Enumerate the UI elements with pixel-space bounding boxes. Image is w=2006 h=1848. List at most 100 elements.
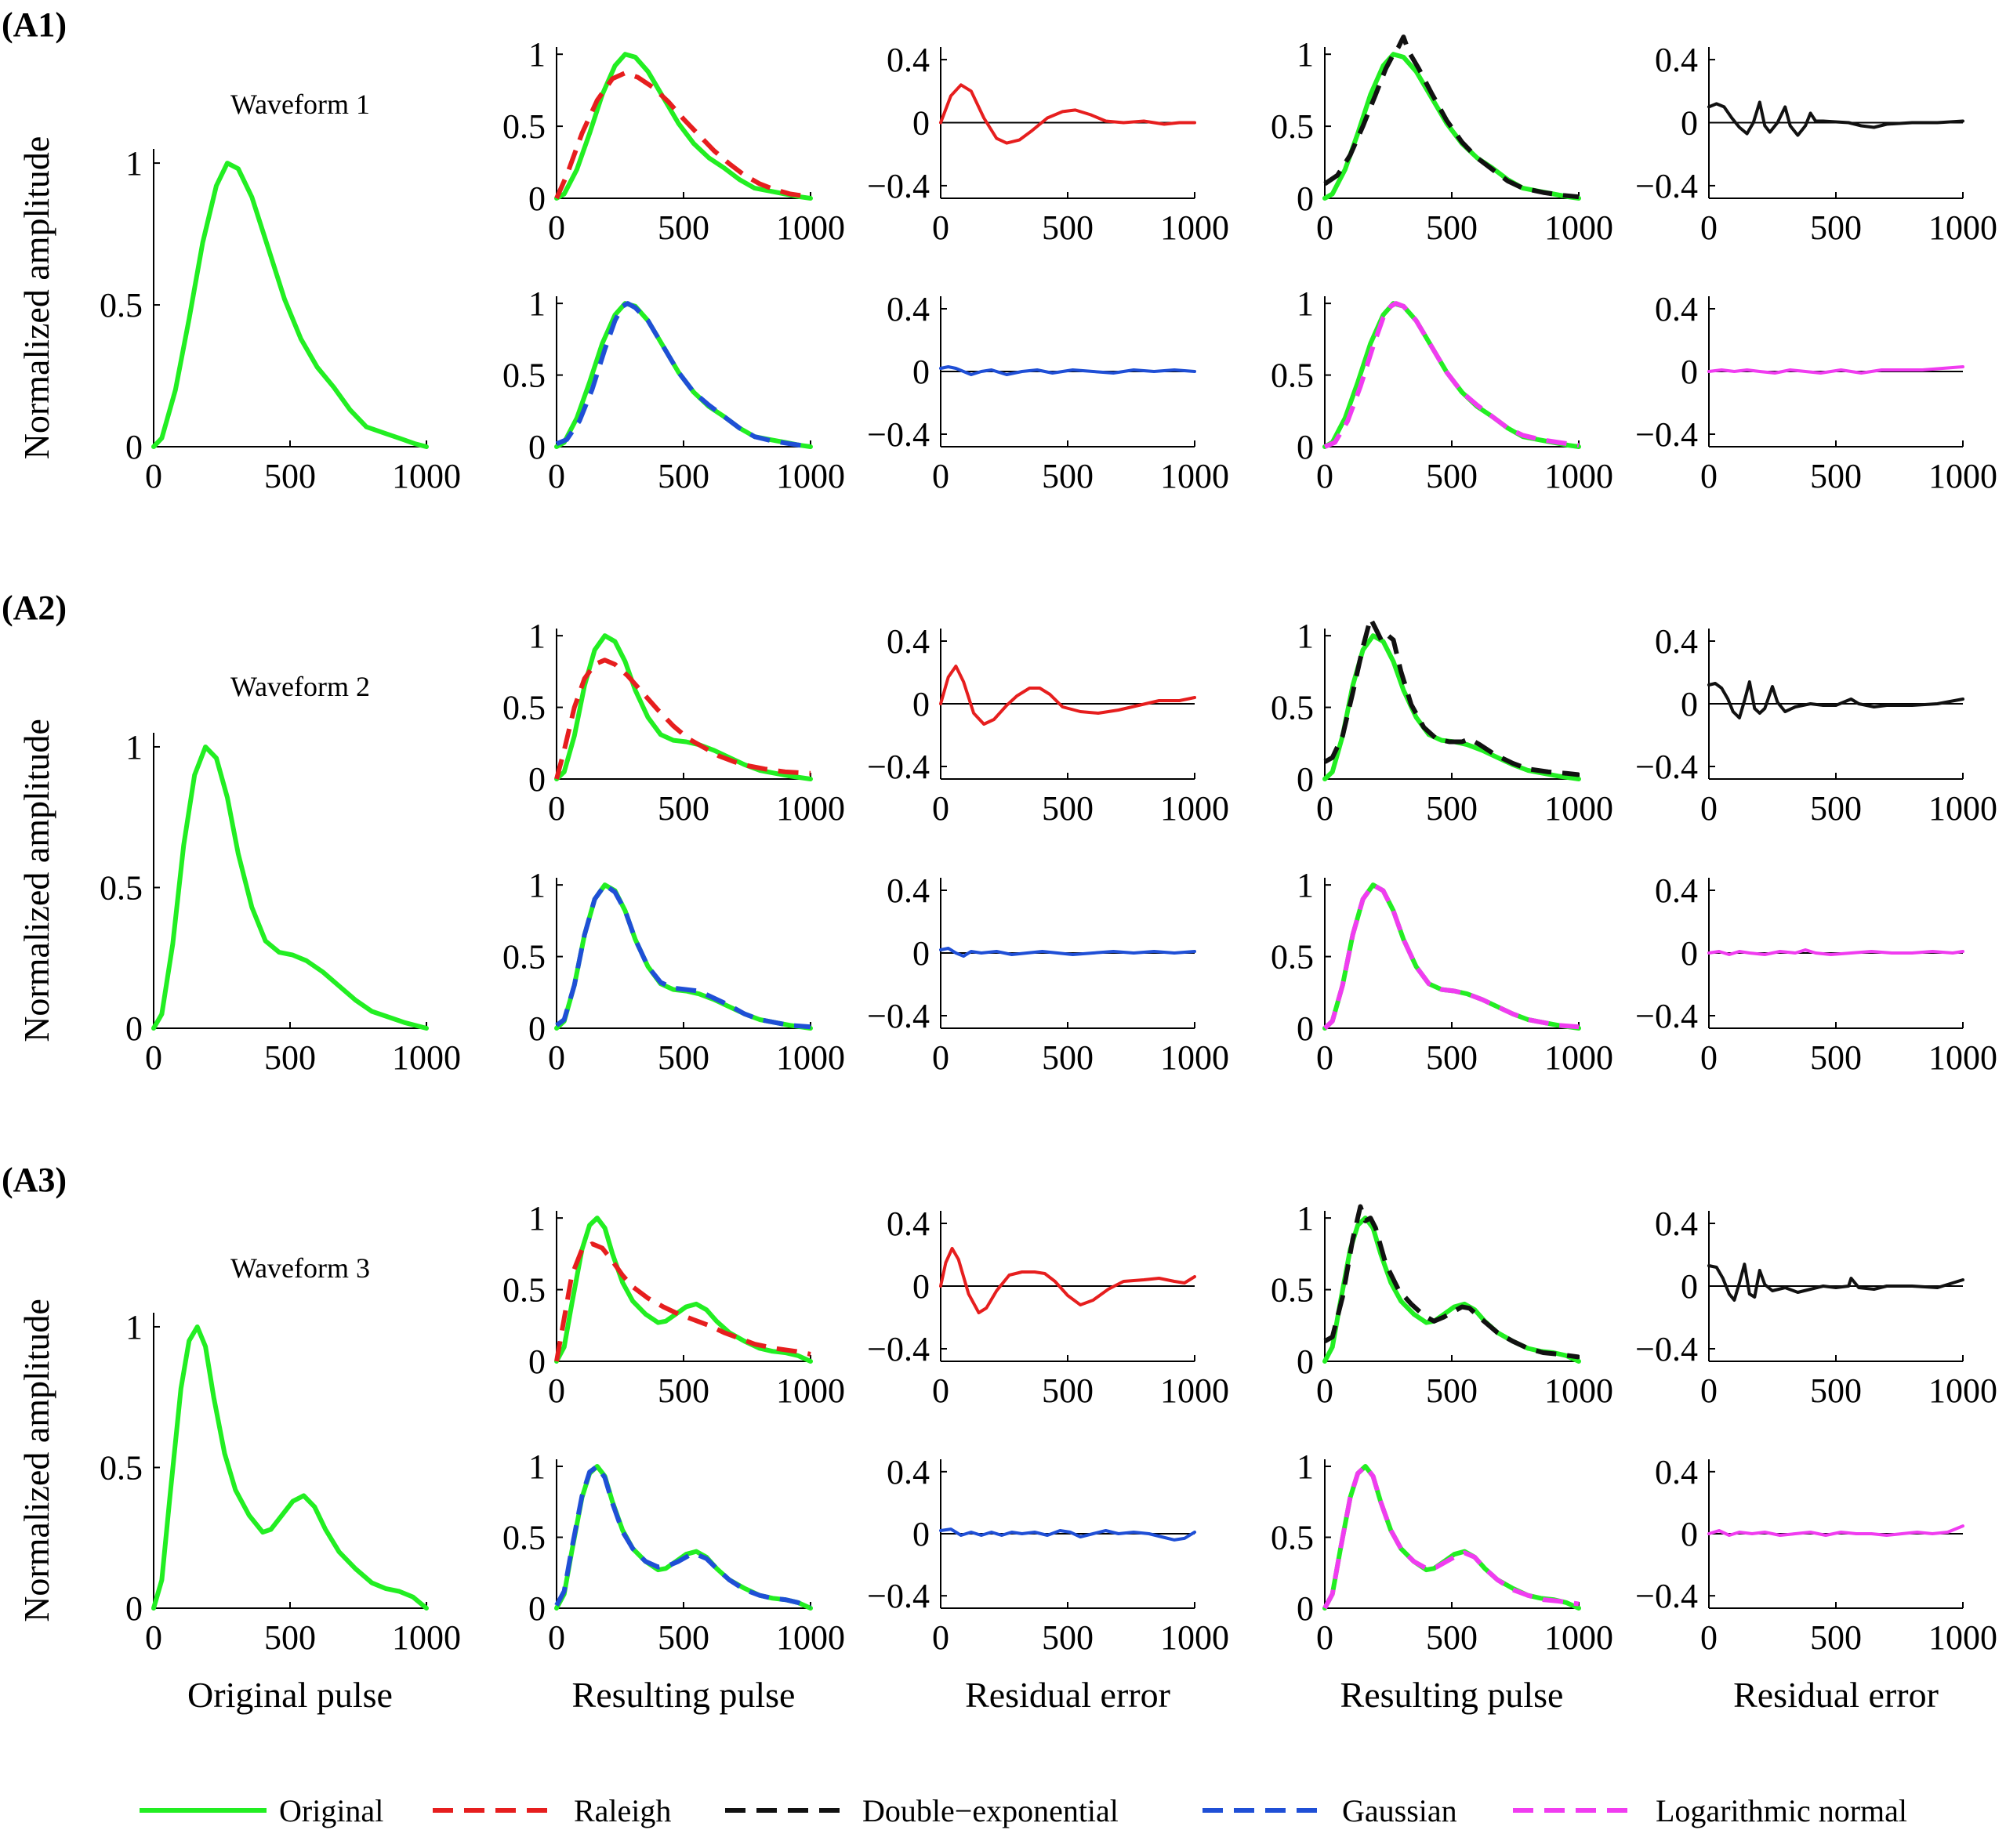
y-tick-label: 0	[1297, 760, 1314, 799]
x-tick-label: 500	[658, 1372, 709, 1410]
y-tick-label: −0.4	[1635, 1577, 1698, 1615]
x-tick-label: 500	[264, 1618, 316, 1657]
y-tick-label: 0	[528, 428, 546, 466]
x-tick-label: 0	[548, 208, 565, 247]
y-tick-label: 1	[528, 284, 546, 323]
x-tick-label: 0	[932, 457, 949, 495]
y-tick-label: 1	[528, 35, 546, 74]
x-tick-label: 1000	[1544, 1372, 1613, 1410]
y-tick-label: −0.4	[1635, 167, 1698, 205]
x-tick-label: 1000	[392, 457, 461, 495]
y-tick-label: 0.4	[1655, 1453, 1698, 1491]
y-tick-label: 0.5	[1271, 689, 1314, 727]
y-tick-label: 1	[1297, 35, 1314, 74]
panel-lognorm: 0 0.5 1 0 500 1000	[1271, 866, 1613, 1077]
panel-label: (A1)	[2, 5, 67, 44]
y-tick-label: −0.4	[867, 415, 930, 454]
residual-line-lognorm_res	[1707, 948, 1964, 956]
x-tick-label: 0	[1316, 457, 1333, 495]
residual-line-dexp_res	[1707, 1263, 1964, 1302]
original-line	[151, 745, 429, 1031]
panel-raleigh_res: −0.400.40 500 1000	[867, 41, 1229, 247]
x-tick-label: 500	[264, 1038, 316, 1077]
original-line	[554, 1216, 813, 1364]
y-tick-label: −0.4	[867, 997, 930, 1035]
legend-label: Logarithmic normal	[1656, 1793, 1907, 1828]
x-tick-label: 1000	[392, 1618, 461, 1657]
legend-label: Gaussian	[1342, 1793, 1457, 1828]
x-tick-label: 1000	[1160, 789, 1229, 828]
x-tick-label: 500	[1426, 789, 1478, 828]
residual-line-dexp_res	[1707, 100, 1964, 137]
waveform-title: Waveform 2	[230, 671, 370, 702]
y-tick-label: 0	[1297, 179, 1314, 218]
panel-gauss_res: −0.400.40 500 1000	[867, 871, 1229, 1077]
x-tick-label: 1000	[1928, 1372, 1997, 1410]
panel-lognorm: 0 0.5 1 0 500 1000	[1271, 284, 1613, 495]
x-tick-label: 500	[1810, 1372, 1862, 1410]
x-tick-label: 1000	[1160, 1618, 1229, 1657]
y-tick-label: 0.5	[100, 868, 143, 907]
y-tick-label: −0.4	[1635, 748, 1698, 786]
original-line	[1322, 1216, 1581, 1364]
x-tick-label: 1000	[1928, 457, 1997, 495]
panel-gauss_res: −0.400.40 500 1000	[867, 290, 1229, 495]
y-tick-label: 0.5	[502, 107, 546, 146]
x-tick-label: 500	[264, 457, 316, 495]
y-tick-label: 0	[1297, 428, 1314, 466]
original-line	[151, 161, 429, 449]
waveform-title: Waveform 1	[230, 89, 370, 120]
panel-gauss: 0 0.5 1 0 500 1000	[502, 866, 845, 1077]
x-tick-label: 0	[548, 789, 565, 828]
x-tick-label: 500	[1810, 457, 1862, 495]
x-tick-label: 1000	[1160, 1372, 1229, 1410]
fit-line-gauss	[555, 882, 811, 1030]
x-tick-label: 500	[1042, 1372, 1094, 1410]
legend-label: Double−exponential	[862, 1793, 1119, 1828]
x-tick-label: 500	[658, 208, 709, 247]
x-tick-label: 1000	[1160, 457, 1229, 495]
y-tick-label: 0.4	[887, 622, 930, 661]
y-tick-label: 0.5	[1271, 938, 1314, 977]
y-tick-label: 0	[912, 1515, 930, 1553]
x-tick-label: 0	[548, 457, 565, 495]
y-tick-label: 0.4	[1655, 871, 1698, 910]
y-tick-label: 0.5	[502, 689, 546, 727]
panel-raleigh_res: −0.400.40 500 1000	[867, 1205, 1229, 1410]
y-tick-label: 1	[1297, 1199, 1314, 1237]
x-tick-label: 0	[1700, 789, 1718, 828]
x-tick-label: 1000	[1544, 1038, 1613, 1077]
residual-line-raleigh_res	[939, 83, 1196, 145]
y-tick-label: 0.5	[1271, 1271, 1314, 1310]
original-line	[1322, 1464, 1581, 1611]
x-tick-label: 500	[1426, 208, 1478, 247]
original-line	[554, 1464, 813, 1611]
residual-line-lognorm_res	[1707, 365, 1964, 375]
y-axis-label: Normalized amplitude	[16, 1299, 56, 1622]
x-tick-label: 500	[1042, 789, 1094, 828]
x-tick-label: 0	[548, 1372, 565, 1410]
panel-original: 0 0.5 1 0 500 1000	[100, 144, 461, 495]
panel-lognorm_res: −0.400.40 500 1000	[1635, 871, 1997, 1077]
y-tick-label: 0.5	[1271, 107, 1314, 146]
x-tick-label: 0	[932, 1038, 949, 1077]
x-tick-label: 0	[1316, 789, 1333, 828]
y-tick-label: 0	[912, 104, 930, 143]
x-tick-label: 1000	[776, 1038, 845, 1077]
y-tick-label: 0	[125, 1589, 143, 1628]
y-tick-label: 0	[1681, 934, 1698, 973]
x-tick-label: 0	[1316, 1038, 1333, 1077]
column-xlabel: Residual error	[965, 1675, 1170, 1715]
panel-label: (A3)	[2, 1161, 67, 1199]
y-tick-label: −0.4	[867, 167, 930, 205]
x-tick-label: 0	[1316, 1618, 1333, 1657]
column-xlabel: Residual error	[1733, 1675, 1939, 1715]
y-tick-label: 1	[528, 1199, 546, 1237]
y-tick-label: 0.5	[502, 357, 546, 395]
y-tick-label: 0	[528, 760, 546, 799]
x-tick-label: 500	[1042, 457, 1094, 495]
y-tick-label: 0.4	[1655, 1205, 1698, 1243]
row-3: (A3) Normalized amplitude 0 0.5 1 0 500 1000 0 0.…	[2, 1161, 1997, 1657]
y-tick-label: 0.5	[100, 1448, 143, 1487]
x-tick-label: 0	[1700, 1372, 1718, 1410]
